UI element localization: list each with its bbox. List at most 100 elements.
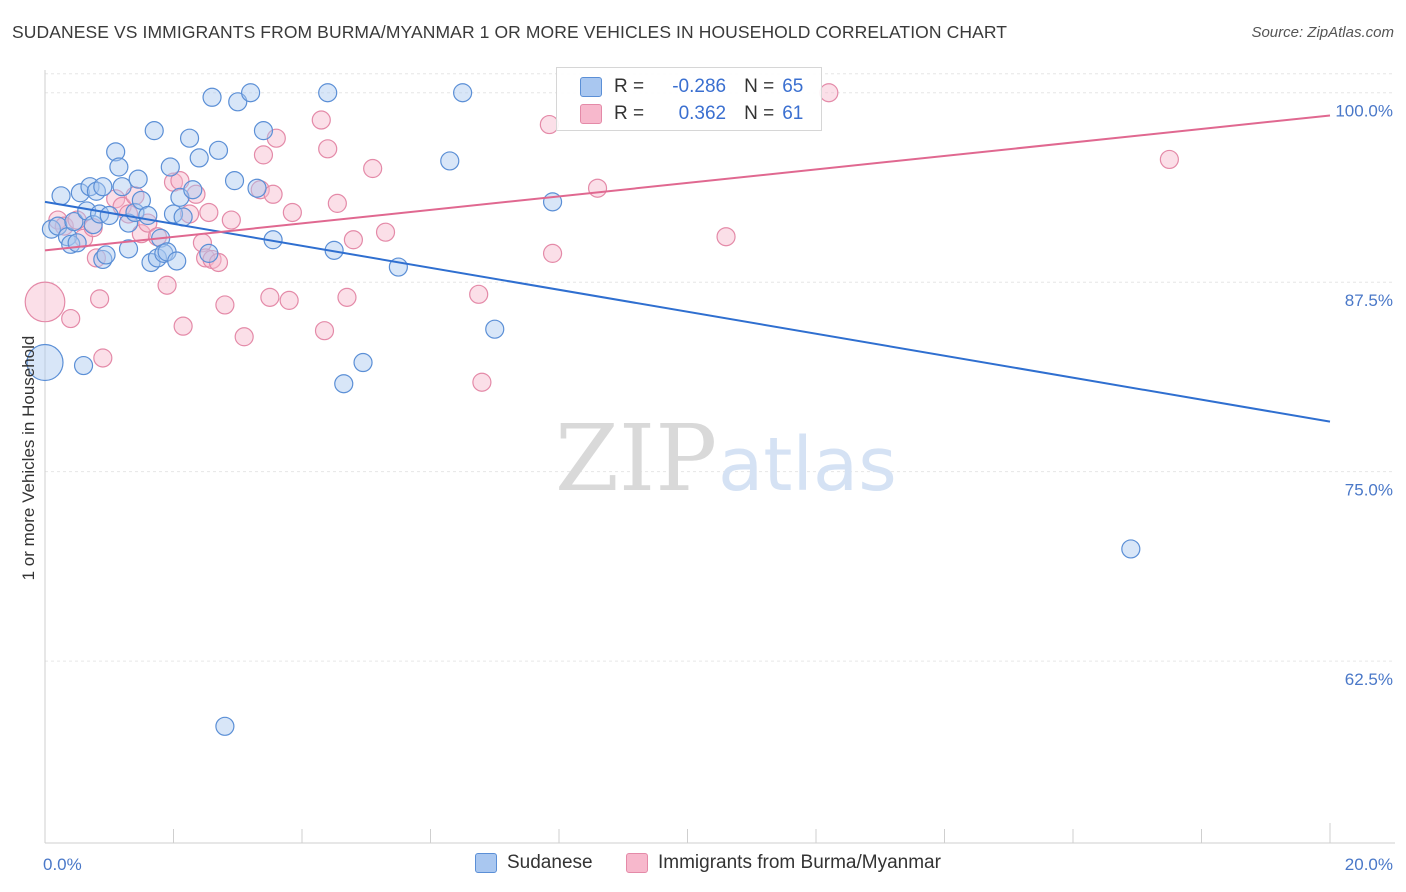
watermark-atlas: atlas [718, 422, 897, 508]
sudanese-point [215, 716, 235, 736]
y-tick-labels: 62.5% 75.0% 87.5% 100.0% [1335, 102, 1393, 689]
sudanese-point [241, 83, 261, 103]
burma-point [157, 275, 177, 295]
burma-point [363, 158, 383, 179]
sudanese-point [106, 142, 126, 162]
axes [44, 70, 1395, 844]
burma-point [199, 202, 219, 223]
burma-point [173, 316, 193, 336]
sudanese-point [51, 186, 71, 206]
sudanese-point [485, 319, 505, 339]
y-tick-label: 75.0% [1345, 481, 1393, 500]
sudanese-point [453, 83, 473, 103]
burma-point [61, 308, 81, 329]
sudanese-point [1121, 539, 1141, 559]
sudanese-swatch [580, 77, 602, 97]
sudanese-point [109, 157, 129, 177]
burma-point [253, 145, 274, 165]
burma-point [311, 110, 331, 130]
burma-point [215, 295, 235, 315]
sudanese-point [440, 151, 460, 171]
r-label: R = [614, 103, 645, 124]
burma-point [1159, 149, 1179, 170]
burma-point [318, 139, 338, 159]
sudanese-point [70, 183, 90, 203]
sudanese-point [118, 213, 139, 233]
burma-point [542, 243, 563, 263]
sudanese-point [96, 245, 116, 265]
data-points [24, 83, 1179, 736]
sudanese-point [138, 205, 158, 226]
stats-row-sudanese: R = -0.286 N = 65 [557, 74, 803, 100]
burma-point [221, 210, 241, 230]
series-legend: Sudanese Immigrants from Burma/Myanmar [0, 852, 1406, 876]
source-label: Source: ZipAtlas.com [1251, 24, 1394, 41]
burma-point [716, 227, 736, 247]
sudanese-point [83, 215, 103, 235]
sudanese-point [247, 178, 267, 198]
stats-legend: R = -0.286 N = 65 R = 0.362 N = 61 [556, 67, 822, 131]
sudanese-point [224, 171, 245, 191]
burma-point [93, 348, 113, 368]
r-value: -0.286 [672, 76, 727, 97]
grid-lines [45, 73, 1395, 662]
sudanese-point [144, 121, 164, 141]
burma-point [24, 281, 66, 323]
sudanese-point [173, 207, 193, 227]
burma-point [131, 224, 151, 244]
y-tick-label: 87.5% [1345, 291, 1393, 310]
sudanese-point [318, 83, 338, 103]
burma-point [375, 222, 396, 242]
burma-point [472, 372, 492, 392]
watermark-zip: ZIP [555, 405, 717, 512]
sudanese-point [208, 140, 229, 160]
sudanese-point [160, 157, 180, 177]
sudanese-point [118, 239, 139, 259]
sudanese-point [99, 205, 119, 226]
sudanese-point [353, 352, 373, 373]
trend-lines [44, 114, 1331, 423]
legend-label-sudanese: Sudanese [507, 852, 593, 873]
burma-point [282, 202, 302, 223]
burma-point [106, 189, 126, 209]
x-tick-labels: 0.0% 20.0% [43, 855, 1393, 874]
x-tick-label: 0.0% [43, 855, 82, 874]
r-label: R = [614, 76, 645, 97]
chart-title: SUDANESE VS IMMIGRANTS FROM BURMA/MYANMA… [12, 22, 1008, 42]
legend-label-burma: Immigrants from Burma/Myanmar [658, 852, 941, 873]
sudanese-point [202, 87, 222, 107]
sudanese-legend-swatch [475, 853, 497, 873]
burma-point [314, 321, 335, 341]
n-label: N = [744, 76, 775, 97]
sudanese-point [48, 216, 68, 236]
sudanese-point [199, 243, 219, 263]
n-label: N = [744, 103, 775, 124]
burma-point [263, 184, 283, 204]
sudanese-point [183, 180, 203, 200]
burma-point [90, 289, 110, 309]
sudanese-point [73, 355, 94, 376]
y-tick-label: 100.0% [1335, 102, 1393, 121]
sudanese-point [334, 374, 354, 394]
sudanese-trend-line [44, 200, 1331, 423]
sudanese-point [167, 251, 187, 271]
burma-trend-line [44, 114, 1331, 252]
burma-point [279, 290, 299, 310]
burma-point [260, 287, 280, 307]
x-tick-label: 20.0% [1345, 855, 1393, 874]
stats-row-burma: R = 0.362 N = 61 [557, 101, 803, 127]
burma-point [469, 284, 489, 304]
n-value: 61 [782, 103, 804, 124]
sudanese-point [64, 211, 84, 232]
sudanese-point [112, 177, 132, 197]
legend-item-burma: Immigrants from Burma/Myanmar [626, 852, 941, 874]
sudanese-point [179, 128, 200, 148]
legend-item-sudanese: Sudanese [475, 852, 593, 874]
watermark: ZIP atlas [555, 405, 897, 512]
burma-legend-swatch [626, 853, 648, 873]
burma-point [327, 193, 347, 213]
sudanese-point [93, 177, 113, 197]
sudanese-point [128, 169, 148, 189]
y-tick-label: 62.5% [1345, 670, 1393, 689]
sudanese-point [26, 343, 64, 382]
